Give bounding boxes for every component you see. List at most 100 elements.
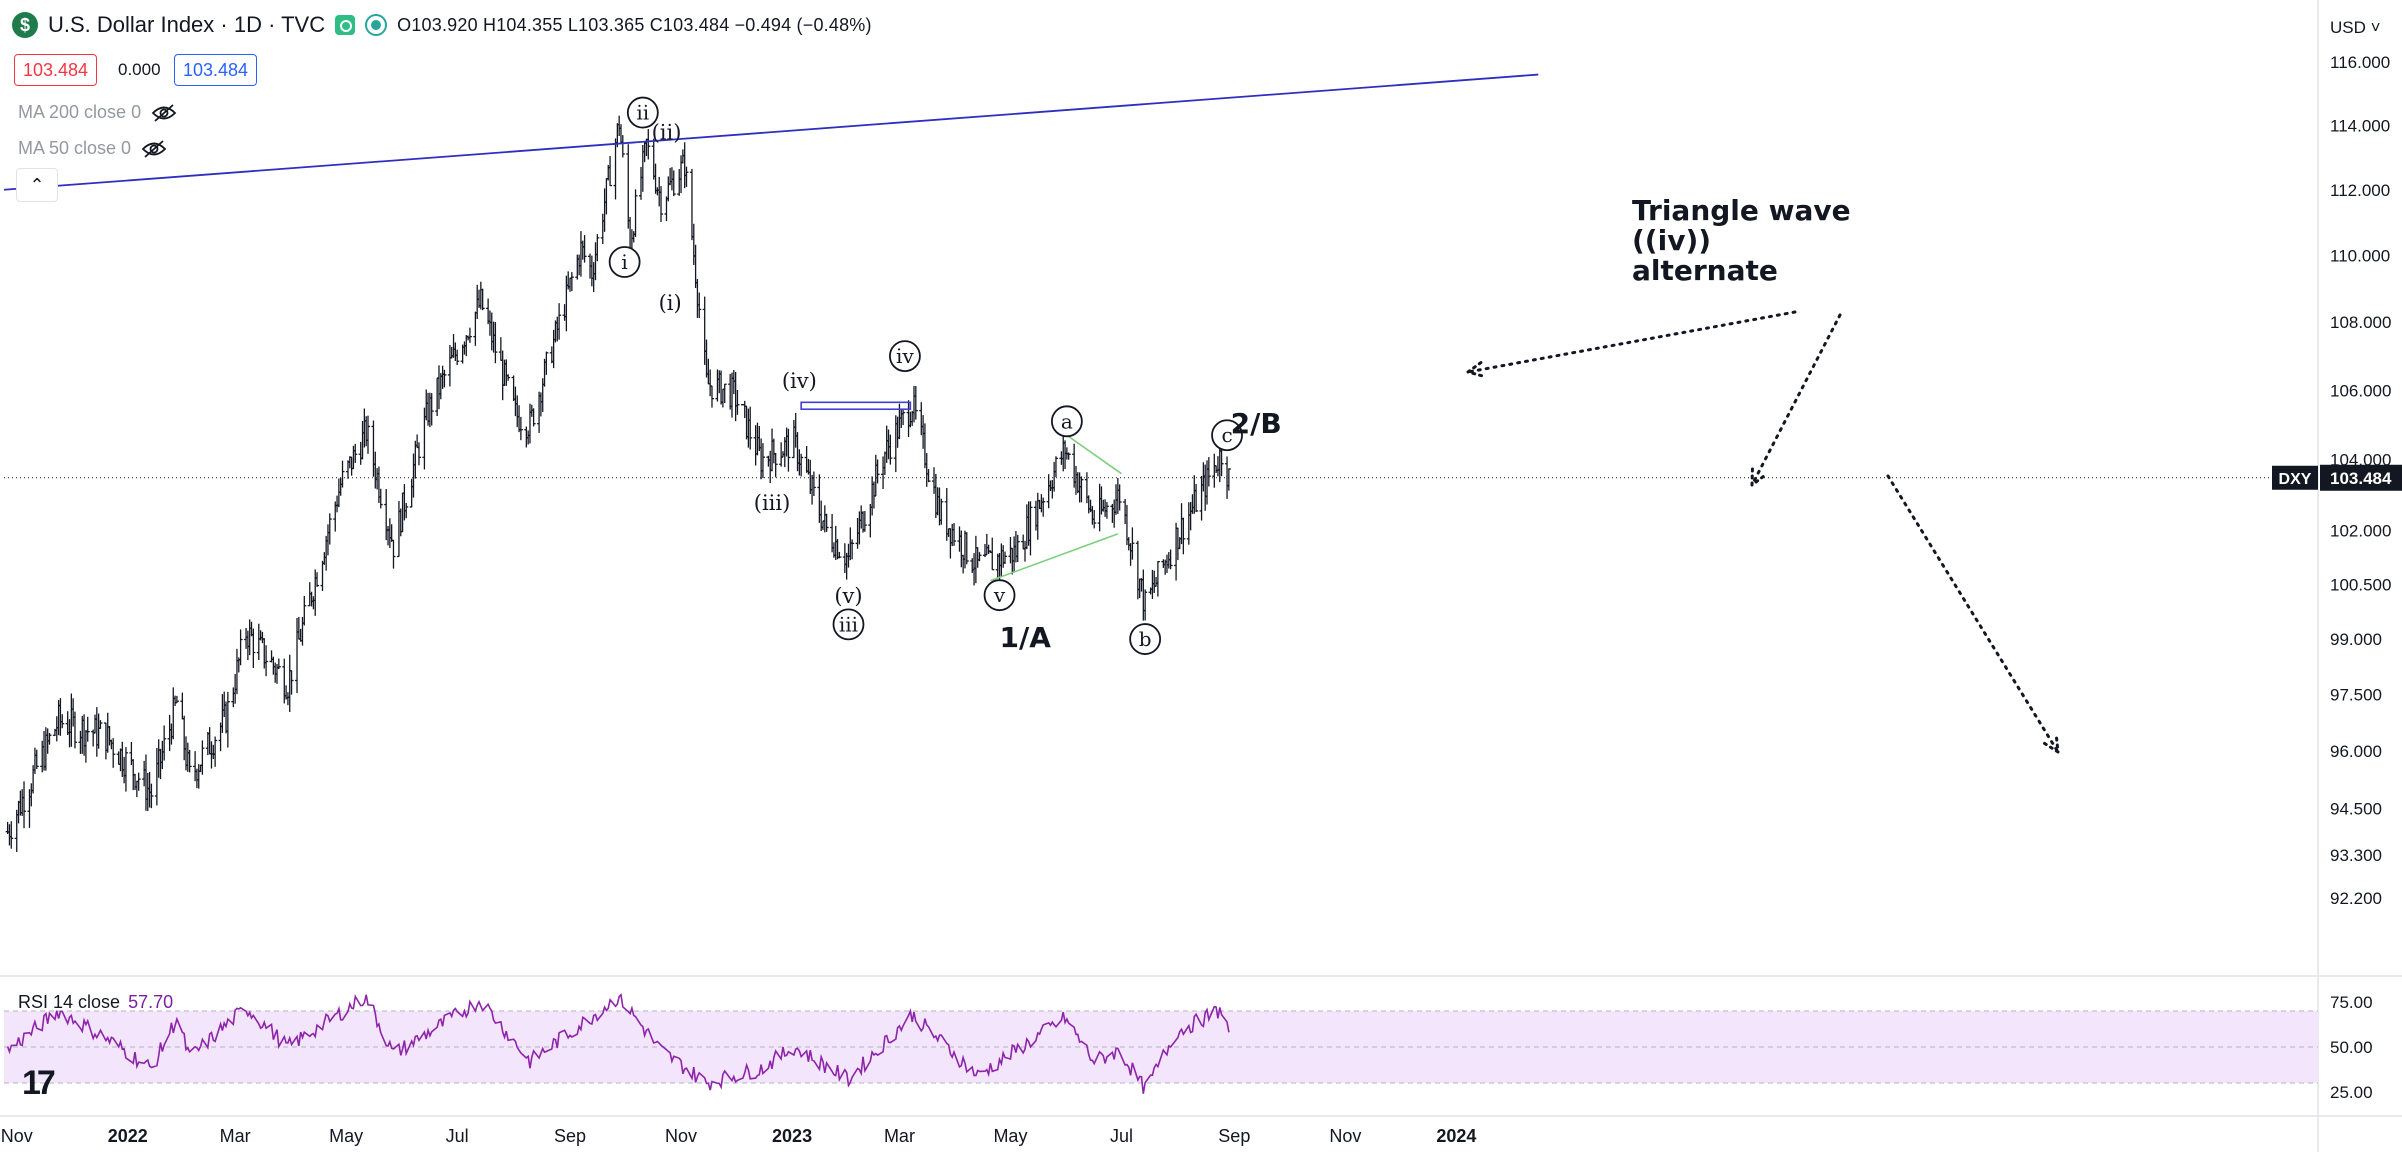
symbol-tag [2272,465,2318,490]
price-tick-label: 94.500 [2330,799,2382,818]
price-tick-label: 99.000 [2330,630,2382,649]
price-bars [5,115,1231,853]
time-tick-label: Sep [1218,1126,1250,1146]
wave-label: (v) [834,584,862,608]
last-price-label: 103.484 [2330,469,2392,488]
last-price-tag [2320,464,2402,491]
sell-price-button[interactable]: 103.484 [14,54,98,86]
legend-header: $ U.S. Dollar Index · 1D · TVC O103.920 … [12,12,872,38]
arrow-down-to-triangle-head [1750,467,1767,489]
rsi-legend[interactable]: RSI 14 close 57.70 [18,992,173,1013]
arrow-down-to-triangle[interactable] [1750,313,1842,487]
arrow-left[interactable] [1466,310,1797,374]
rsi-pane: 75.00 50.00 25.00 [4,993,2373,1102]
chart-title[interactable]: U.S. Dollar Index · 1D · TVC [48,12,326,37]
time-tick-label: 2024 [1436,1126,1476,1146]
wave-label: (iv) [782,369,817,393]
range-box[interactable] [800,401,912,411]
eye-hidden-icon[interactable] [151,103,177,123]
price-tick-label: 93.300 [2330,846,2382,865]
time-tick-label: May [993,1126,1027,1146]
wave-label-circle [983,579,1016,612]
wave-label-circle [1129,623,1162,655]
wave-label: (ii) [652,121,682,145]
wave-label-circle [1211,419,1243,452]
time-tick-label: Jul [446,1126,469,1146]
wave-label-circle [1050,405,1083,438]
wave-label: i [621,250,627,274]
price-tick-label: 110.000 [2330,246,2390,265]
eye-hidden-icon[interactable] [141,139,167,159]
wave-label: a [1061,409,1073,433]
wave-label: c [1221,423,1232,447]
tradingview-logo[interactable]: 17 [22,1064,56,1102]
annotation-text: alternate [1632,254,1778,287]
annotation-text: ((iv)) [1632,224,1711,257]
time-tick-label: Mar [220,1126,251,1146]
ma200-legend[interactable]: MA 200 close 0 [18,102,177,123]
wave-label: v [993,583,1006,607]
chevron-down-icon: ˅ [2370,18,2381,37]
time-tick-label: May [329,1126,363,1146]
currency-label: USD [2330,18,2366,37]
chevron-up-icon: ⌃ [29,174,45,195]
price-tick-label: 102.000 [2330,521,2391,540]
price-tick-label: 106.000 [2330,381,2391,400]
time-tick-label: 2022 [108,1126,148,1146]
annotation-text: Triangle wave [1632,194,1851,227]
ohlc-values: O103.920 H104.355 L103.365 C103.484 −0.4… [397,14,872,35]
wave-label-circle [832,608,865,641]
rsi-name: RSI 14 close [18,992,121,1012]
price-tick-label: 96.000 [2330,742,2382,761]
time-tick-label: Jul [1110,1126,1133,1146]
price-tick-label: 100.500 [2330,575,2391,594]
wave-label: (i) [659,291,682,315]
wave-label: iv [896,344,914,368]
time-tick-label: 2023 [772,1126,812,1146]
price-tick-label: 108.000 [2330,313,2391,332]
rsi-tick-label: 75.00 [2330,993,2373,1012]
rsi-value: 57.70 [128,992,174,1012]
time-tick-label: Nov [1,1126,33,1146]
time-tick-label: Nov [665,1126,697,1146]
spread-value: 0.000 [118,60,161,79]
symbol-tag-label: DXY [2279,471,2312,488]
rsi-tick-label: 25.00 [2330,1083,2373,1102]
data-status-icon[interactable] [365,14,388,36]
ma200-label: MA 200 close 0 [18,102,142,122]
price-tick-label: 97.500 [2330,686,2382,705]
triangle-lower-line[interactable] [990,533,1119,582]
time-tick-label: Mar [884,1126,915,1146]
ma50-label: MA 50 close 0 [18,138,132,158]
wave-label: iii [839,612,858,636]
price-axis[interactable]: 116.000 114.000 112.000 110.000 108.000 106.0… [2330,53,2391,908]
rsi-line [6,993,1230,1094]
arrow-projection[interactable] [1886,474,2060,754]
time-tick-label: Sep [554,1126,586,1146]
time-tick-label: Nov [1329,1126,1361,1146]
wave-label-circle [608,246,641,278]
ma50-legend[interactable]: MA 50 close 0 [18,138,167,159]
price-tick-label: 92.200 [2330,889,2382,908]
price-tick-label: 116.000 [2330,53,2390,72]
wave-label-circle [889,340,921,372]
time-axis[interactable]: Nov 2022 Mar May Jul Sep Nov 2023 Mar May Jul Sep No… [1,1126,1477,1146]
wave-label: b [1139,627,1152,651]
drawings-layer[interactable]: DXY 103.484 Triangle wave((iv))alternate [3,73,2402,755]
collapse-legend-button[interactable]: ⌃ [16,168,58,202]
dollar-symbol-icon[interactable]: $ [12,12,38,38]
trendline[interactable] [3,73,1539,191]
currency-selector[interactable]: USD ˅ [2330,18,2381,38]
wave-label: 2/B [1231,407,1282,440]
arrow-projection-head [2043,734,2060,755]
market-status-icon[interactable] [335,15,356,35]
rsi-tick-label: 50.00 [2330,1038,2373,1057]
price-tick-label: 112.000 [2330,181,2390,200]
wave-label: ii [636,101,649,125]
arrow-left-head [1464,361,1485,378]
triangle-upper-line[interactable] [1066,434,1122,475]
buy-price-button[interactable]: 103.484 [174,54,258,86]
